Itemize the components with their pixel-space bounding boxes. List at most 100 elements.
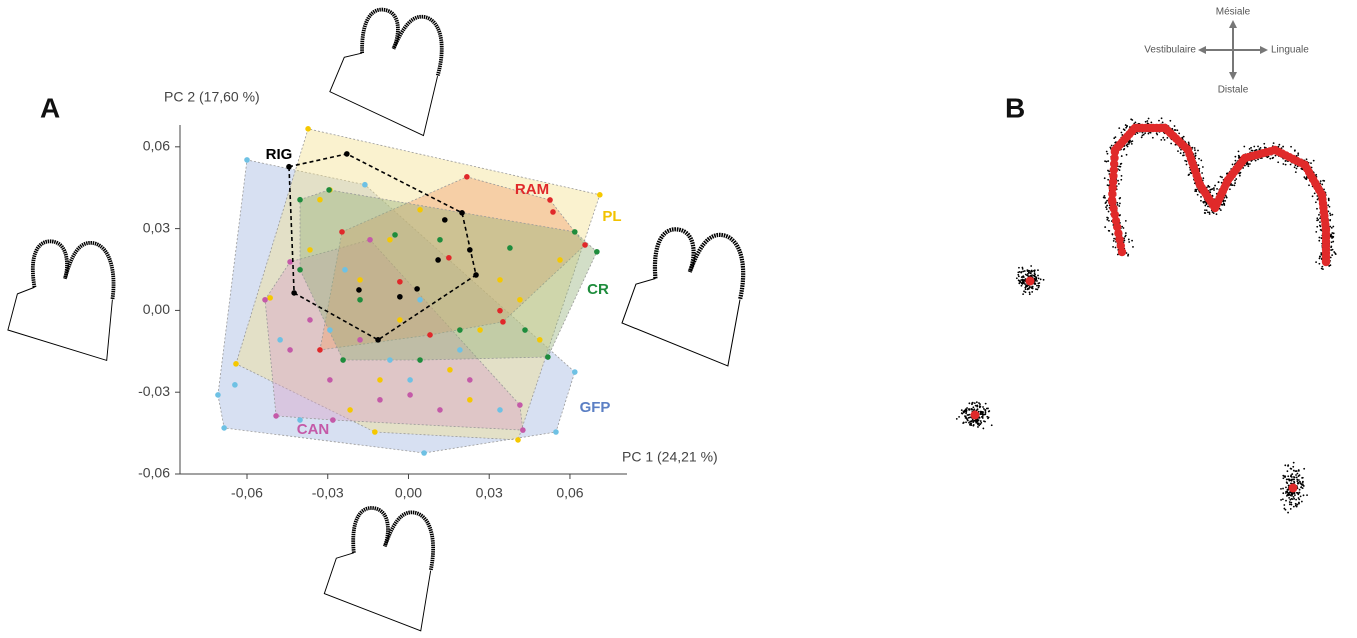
landmark-sample	[977, 426, 979, 428]
landmark-sample	[1327, 197, 1330, 200]
landmark-sample	[1225, 195, 1228, 198]
point	[417, 206, 423, 213]
landmark-sample	[1019, 281, 1022, 284]
landmark-sample	[1124, 219, 1127, 222]
landmark-sample	[1298, 498, 1301, 501]
mean-landmark	[1113, 222, 1122, 232]
landmark-sample	[1250, 146, 1252, 149]
landmark-sample	[1161, 121, 1164, 124]
landmark-sample	[1106, 204, 1109, 207]
landmark-sample	[1302, 480, 1304, 483]
landmark-sample	[1332, 235, 1335, 238]
landmark-sample	[1146, 120, 1149, 122]
landmark-sample	[968, 413, 971, 416]
landmark-sample	[1185, 163, 1188, 166]
landmark-sample	[1173, 125, 1176, 127]
landmark-sample	[1213, 189, 1215, 191]
landmark-sample	[1288, 501, 1291, 503]
point	[435, 257, 441, 263]
point	[387, 357, 393, 363]
landmark-sample	[1031, 291, 1034, 293]
landmark-sample	[1287, 464, 1290, 467]
landmark-sample	[981, 417, 984, 419]
group-hull	[319, 176, 586, 351]
point	[467, 377, 473, 383]
landmark-sample	[1297, 493, 1300, 495]
landmark-sample	[1295, 476, 1298, 479]
group-label: RIG	[266, 146, 293, 163]
landmark-sample	[1193, 147, 1196, 149]
landmark-sample	[1316, 225, 1319, 228]
landmark-sample	[1215, 213, 1218, 216]
landmark-sample	[1118, 197, 1121, 200]
landmark-sample	[1334, 253, 1337, 255]
mean-landmark	[1107, 195, 1117, 205]
landmark-sample	[1327, 204, 1330, 207]
landmark-sample	[968, 408, 970, 411]
landmark-sample	[1295, 491, 1298, 494]
landmark-sample	[974, 404, 977, 407]
point	[457, 327, 463, 333]
landmark-sample	[1222, 200, 1225, 203]
landmark-sample	[981, 415, 984, 418]
landmark-sample	[987, 407, 989, 410]
landmark-sample	[1160, 138, 1163, 141]
landmark-sample	[1235, 178, 1238, 180]
landmark-sample	[1297, 154, 1300, 156]
landmark-sample	[1257, 145, 1259, 148]
mean-landmark	[1321, 257, 1331, 267]
point	[244, 157, 250, 163]
landmark-sample	[1300, 500, 1303, 503]
point	[597, 192, 603, 198]
landmark-sample	[1285, 478, 1288, 481]
landmark-sample	[1200, 159, 1203, 162]
point	[287, 259, 293, 265]
landmark-sample	[980, 421, 983, 424]
landmark-sample	[964, 415, 966, 418]
landmark-sample	[1207, 205, 1209, 208]
landmark-sample	[1122, 148, 1125, 151]
landmark-sample	[1213, 187, 1215, 189]
landmark-sample	[968, 421, 970, 424]
compass: Mésiale Distale Vestibulaire Linguale	[1144, 7, 1309, 96]
landmark-sample	[1105, 208, 1108, 211]
landmark-sample	[1286, 482, 1289, 485]
landmark-sample	[1208, 211, 1211, 214]
y-tick-label: 0,00	[143, 301, 170, 317]
landmark-sample	[1021, 279, 1024, 282]
landmark-sample	[1298, 488, 1301, 491]
landmark-sample	[1319, 217, 1321, 220]
landmark-sample	[1299, 495, 1302, 498]
point	[571, 229, 578, 235]
landmark-sample	[1116, 203, 1119, 206]
mean-landmark	[1115, 235, 1124, 244]
landmark-sample	[1039, 278, 1042, 281]
landmark-sample	[1314, 201, 1317, 204]
landmark-sample	[1107, 178, 1110, 181]
landmark-sample	[962, 422, 965, 425]
landmark-sample	[984, 413, 987, 416]
landmark-sample	[1219, 175, 1222, 178]
landmark-sample	[1331, 248, 1334, 251]
landmark-sample	[1263, 142, 1266, 145]
landmark-sample	[978, 416, 981, 419]
landmark-sample	[1103, 195, 1106, 197]
mean-landmark	[1114, 229, 1123, 238]
landmark-sample	[1212, 212, 1215, 215]
landmark-sample	[1121, 225, 1124, 228]
landmark-sample	[1225, 172, 1228, 175]
landmark-sample	[1031, 285, 1034, 288]
landmark-sample	[1248, 148, 1251, 150]
landmark-sample	[1171, 127, 1174, 130]
landmark-sample	[1141, 134, 1144, 137]
landmark-sample	[1301, 168, 1304, 171]
landmark-sample	[965, 416, 967, 419]
landmark-sample	[972, 424, 975, 427]
landmark-sample	[979, 403, 981, 406]
landmark-sample	[1204, 209, 1206, 212]
point	[414, 286, 420, 292]
point	[517, 402, 523, 408]
landmark-sample	[1290, 476, 1293, 478]
landmark-sample	[1216, 187, 1218, 190]
mean-landmark	[1108, 183, 1117, 193]
